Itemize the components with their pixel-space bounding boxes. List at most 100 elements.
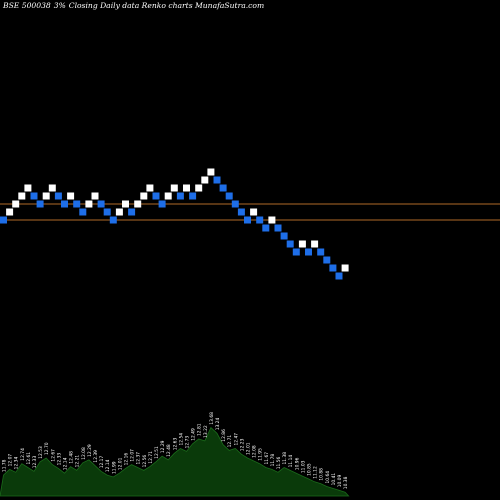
renko-brick-43 <box>262 224 270 232</box>
brick-label-30: 12.73 <box>185 436 191 449</box>
renko-brick-18 <box>109 216 117 224</box>
brick-label-1: 12.07 <box>8 454 14 467</box>
brick-label-4: 12.61 <box>26 452 32 465</box>
brick-label-14: 12.29 <box>87 444 93 457</box>
brick-label-28: 12.63 <box>172 438 178 451</box>
brick-label-52: 10.88 <box>319 468 325 481</box>
renko-brick-48 <box>292 248 300 256</box>
title-percent: 3% <box>53 1 66 10</box>
renko-brick-50 <box>305 248 312 256</box>
renko-brick-9 <box>54 192 62 200</box>
renko-brick-3 <box>18 192 26 200</box>
title-symbol: BSE 500038 <box>3 1 51 10</box>
renko-brick-12 <box>73 200 81 208</box>
renko-brick-46 <box>280 232 288 240</box>
brick-label-0: 11.78 <box>2 459 8 472</box>
renko-brick-41 <box>250 208 258 216</box>
brick-label-56: 10.38 <box>343 476 349 489</box>
renko-brick-20 <box>122 200 129 208</box>
renko-brick-19 <box>115 208 123 216</box>
brick-label-47: 11.14 <box>288 455 294 468</box>
brick-label-8: 12.67 <box>50 449 56 462</box>
renko-brick-40 <box>244 216 251 224</box>
renko-brick-47 <box>286 240 294 248</box>
brick-label-17: 12.14 <box>105 459 111 472</box>
renko-brick-23 <box>140 192 148 200</box>
renko-brick-31 <box>189 192 197 200</box>
brick-label-21: 12.07 <box>130 449 136 462</box>
renko-brick-24 <box>146 184 154 192</box>
brick-label-50: 10.85 <box>307 463 313 476</box>
brick-label-37: 12.71 <box>227 435 233 448</box>
brick-label-31: 12.49 <box>191 428 197 441</box>
renko-brick-37 <box>225 192 233 200</box>
brick-label-27: 12.48 <box>166 444 172 457</box>
brick-label-24: 12.71 <box>148 451 154 464</box>
brick-label-5: 12.33 <box>32 456 38 469</box>
renko-brick-53 <box>323 256 331 264</box>
renko-brick-5 <box>30 192 38 200</box>
renko-brick-2 <box>12 200 20 208</box>
brick-label-46: 11.38 <box>282 452 288 465</box>
renko-brick-8 <box>48 184 56 192</box>
brick-label-15: 12.39 <box>93 450 99 463</box>
renko-brick-54 <box>329 264 337 272</box>
renko-brick-11 <box>67 192 75 200</box>
title-description: Closing Daily data Renko charts MunafaSu… <box>68 1 265 10</box>
renko-brick-29 <box>176 192 184 200</box>
brick-label-23: 12.56 <box>142 455 148 468</box>
brick-label-34: 13.68 <box>209 412 215 425</box>
brick-label-44: 11.78 <box>270 454 276 467</box>
chart-title: BSE 500038 3% Closing Daily data Renko cha… <box>3 1 267 10</box>
renko-brick-21 <box>128 208 136 216</box>
brick-label-12: 12.21 <box>75 455 81 468</box>
brick-label-35: 13.24 <box>215 418 221 431</box>
brick-label-10: 12.14 <box>63 457 69 470</box>
volume-path <box>0 426 350 497</box>
brick-label-45: 11.56 <box>276 457 282 470</box>
brick-label-29: 12.54 <box>178 433 184 446</box>
renko-brick-55 <box>335 272 343 280</box>
renko-bricks <box>0 168 349 280</box>
renko-brick-36 <box>219 184 227 192</box>
renko-brick-1 <box>6 208 14 216</box>
renko-brick-6 <box>36 200 44 208</box>
brick-label-18: 11.99 <box>111 461 117 474</box>
renko-brick-52 <box>317 248 325 256</box>
renko-brick-16 <box>97 200 105 208</box>
brick-label-7: 12.70 <box>44 442 50 455</box>
brick-label-26: 12.29 <box>160 440 166 453</box>
brick-label-33: 13.22 <box>203 425 209 438</box>
renko-brick-28 <box>170 184 178 192</box>
renko-brick-45 <box>274 224 282 232</box>
renko-brick-56 <box>341 264 349 272</box>
renko-brick-13 <box>79 208 87 216</box>
renko-brick-34 <box>207 168 215 176</box>
renko-brick-30 <box>183 184 190 192</box>
brick-label-38: 12.47 <box>233 433 239 446</box>
renko-brick-0 <box>0 216 7 224</box>
renko-brick-35 <box>213 176 221 184</box>
renko-brick-42 <box>256 216 264 224</box>
brick-label-42: 11.95 <box>258 448 264 461</box>
renko-brick-33 <box>201 176 209 184</box>
renko-brick-27 <box>164 192 172 200</box>
brick-label-40: 12.01 <box>246 442 252 455</box>
brick-label-39: 12.23 <box>239 438 245 451</box>
brick-label-32: 12.81 <box>197 423 203 436</box>
brick-label-11: 12.48 <box>69 451 75 464</box>
brick-label-53: 10.64 <box>325 471 331 484</box>
brick-label-51: 11.12 <box>313 466 319 479</box>
brick-label-3: 12.74 <box>20 448 26 461</box>
brick-label-6: 12.53 <box>38 446 44 459</box>
renko-brick-14 <box>85 200 93 208</box>
brick-label-41: 12.08 <box>252 445 258 458</box>
renko-brick-4 <box>24 184 32 192</box>
brick-label-16: 12.17 <box>99 456 105 469</box>
brick-label-9: 12.33 <box>56 453 62 466</box>
renko-brick-10 <box>61 200 68 208</box>
brick-label-25: 12.51 <box>154 446 160 459</box>
brick-label-55: 10.09 <box>337 475 343 488</box>
